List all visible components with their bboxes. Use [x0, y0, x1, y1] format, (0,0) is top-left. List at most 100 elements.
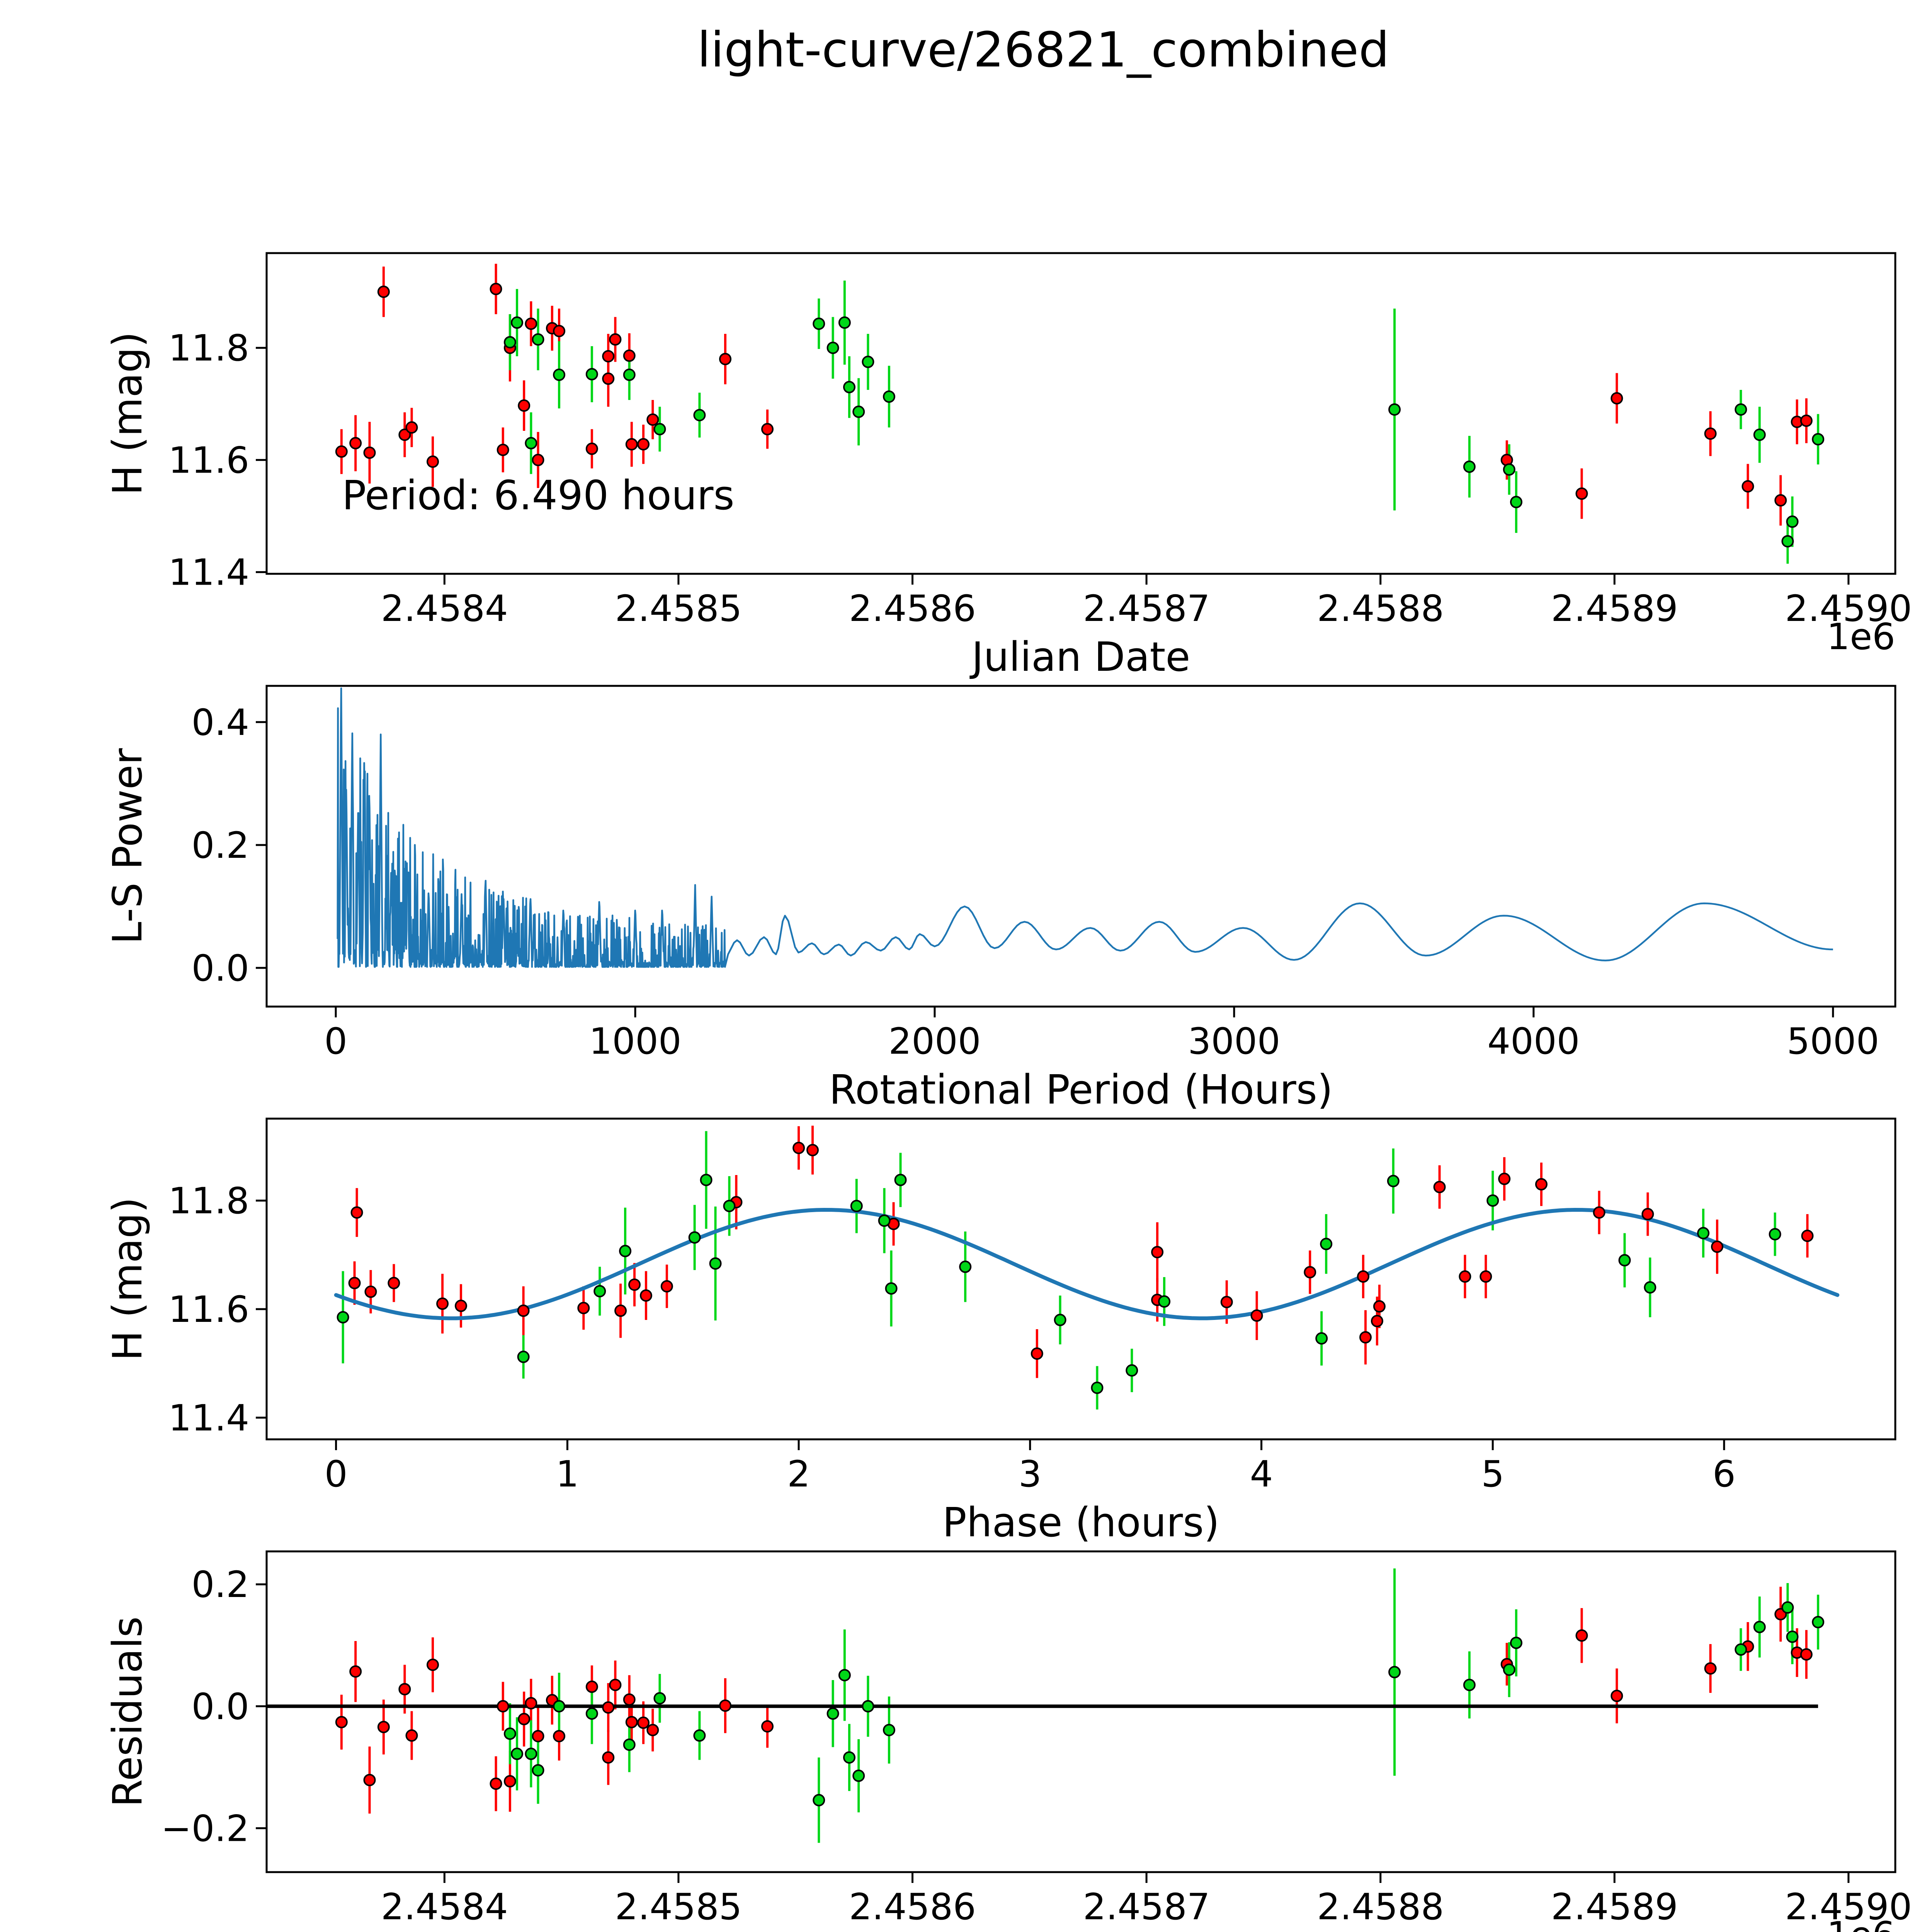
lightcurve-x-axis-label: Julian Date	[971, 633, 1190, 680]
red-data-point-marker	[1304, 1266, 1316, 1279]
green-data-point-marker	[852, 1769, 865, 1782]
green-data-point-marker	[1054, 1314, 1066, 1327]
red-data-point-marker	[609, 333, 622, 346]
phase-folded-lightcurve-y-tick-label: 11.6	[168, 1289, 249, 1331]
red-data-point-marker	[405, 1729, 418, 1742]
green-data-point-marker	[1486, 1194, 1499, 1207]
red-data-point-marker	[503, 1775, 516, 1787]
residuals-y-tick-label: 0.2	[192, 1564, 250, 1606]
green-data-point-marker	[1503, 463, 1515, 476]
lightcurve-x-tick-label: 2.4585	[615, 588, 742, 630]
red-data-point-marker	[609, 1679, 622, 1691]
green-data-point-marker	[337, 1311, 349, 1324]
green-data-point-marker	[619, 1245, 632, 1257]
lomb-scargle-periodogram-x-tick-label: 1000	[589, 1020, 681, 1063]
green-data-point-marker	[862, 355, 874, 368]
red-data-point-marker	[553, 325, 566, 337]
figure-title: light-curve/26821_combined	[697, 22, 1389, 78]
green-data-point-marker	[510, 316, 523, 329]
green-data-point-marker	[1388, 1666, 1401, 1679]
green-data-point-marker	[1812, 1616, 1825, 1629]
green-data-point-marker	[894, 1173, 907, 1186]
red-data-point-marker	[518, 1713, 531, 1725]
red-data-point-marker	[761, 423, 774, 435]
red-data-point-marker	[1704, 1662, 1717, 1675]
green-data-point-marker	[1644, 1281, 1656, 1294]
red-data-point-marker	[646, 413, 659, 426]
red-data-point-marker	[553, 1730, 566, 1743]
red-data-point-marker	[349, 437, 362, 449]
green-data-point-marker	[827, 1707, 839, 1720]
red-data-point-marker	[532, 454, 544, 466]
green-data-point-marker	[525, 437, 537, 449]
residuals-axis-offset-text: 1e6	[267, 1915, 1895, 1932]
green-data-point-marker	[1091, 1381, 1104, 1394]
green-data-point-marker	[1463, 1679, 1476, 1691]
red-data-point-marker	[532, 1730, 544, 1743]
green-data-point-marker	[843, 381, 855, 393]
red-data-point-marker	[497, 1700, 509, 1713]
green-data-point-marker	[813, 1794, 825, 1806]
red-data-point-marker	[1357, 1270, 1369, 1283]
green-data-point-marker	[862, 1700, 874, 1713]
phase-folded-lightcurve-axes-frame	[265, 1117, 1896, 1440]
red-data-point-marker	[350, 1206, 363, 1219]
green-data-point-marker	[883, 390, 895, 403]
green-data-point-marker	[1786, 515, 1799, 528]
red-data-point-marker	[377, 1721, 390, 1733]
red-data-point-marker	[1575, 487, 1588, 500]
lightcurve-y-tick-label: 11.6	[168, 439, 249, 481]
phase-x-axis-label: Phase (hours)	[942, 1499, 1220, 1546]
red-data-point-marker	[793, 1141, 805, 1154]
green-data-point-marker	[709, 1257, 722, 1270]
red-data-point-marker	[806, 1144, 819, 1156]
green-data-point-marker	[1781, 535, 1794, 548]
lomb-scargle-periodogram-x-tick-label: 0	[324, 1020, 347, 1063]
lightcurve-y-tick-label: 11.8	[168, 327, 249, 369]
red-data-point-marker	[388, 1277, 400, 1289]
green-data-point-marker	[688, 1231, 701, 1244]
red-data-point-marker	[719, 1699, 731, 1712]
green-data-point-marker	[517, 1350, 530, 1363]
green-data-point-marker	[1126, 1364, 1138, 1377]
red-data-point-marker	[364, 1286, 377, 1298]
green-data-point-marker	[653, 423, 666, 435]
lightcurve-x-tick-label: 2.4588	[1317, 588, 1444, 630]
red-data-point-marker	[719, 353, 731, 366]
lightcurve-x-tick-label: 2.4587	[1083, 588, 1210, 630]
green-data-point-marker	[510, 1747, 523, 1760]
residuals-x-tick-label: 2.4587	[1083, 1886, 1210, 1928]
green-data-point-marker	[843, 1751, 855, 1764]
residuals-x-tick-label: 2.4586	[849, 1886, 976, 1928]
residuals-x-tick-label: 2.4585	[615, 1886, 742, 1928]
red-data-point-marker	[639, 1289, 652, 1302]
green-data-point-marker	[878, 1214, 891, 1227]
green-data-point-marker	[838, 1669, 851, 1682]
phase-folded-lightcurve-x-tick-label: 6	[1713, 1453, 1736, 1495]
phase-y-axis-label: H (mag)	[104, 1197, 151, 1361]
red-data-point-marker	[1359, 1331, 1372, 1344]
lightcurve-y-tick-label: 11.4	[168, 552, 249, 594]
red-data-point-marker	[525, 1697, 537, 1709]
red-data-point-marker	[625, 438, 638, 451]
lomb-scargle-periodogram-y-tick-label: 0.4	[192, 702, 250, 744]
phase-folded-lightcurve-y-tick-label: 11.8	[168, 1180, 249, 1222]
red-data-point-marker	[1031, 1347, 1043, 1360]
sinusoidal-fit-curve	[334, 1208, 1840, 1320]
red-data-point-marker	[585, 442, 598, 455]
green-data-point-marker	[1315, 1332, 1328, 1345]
red-data-point-marker	[426, 455, 439, 468]
green-data-point-marker	[827, 342, 839, 354]
periodogram-curve	[337, 687, 1833, 968]
red-data-point-marker	[660, 1280, 673, 1293]
red-data-point-marker	[1480, 1270, 1492, 1283]
red-data-point-marker	[1593, 1206, 1605, 1219]
green-data-point-marker	[1158, 1295, 1171, 1308]
red-data-point-marker	[363, 446, 376, 459]
red-data-point-marker	[348, 1277, 361, 1289]
green-data-point-marker	[1769, 1228, 1781, 1241]
green-data-point-marker	[653, 1692, 666, 1705]
red-data-point-marker	[761, 1720, 774, 1733]
green-data-point-marker	[623, 368, 636, 381]
